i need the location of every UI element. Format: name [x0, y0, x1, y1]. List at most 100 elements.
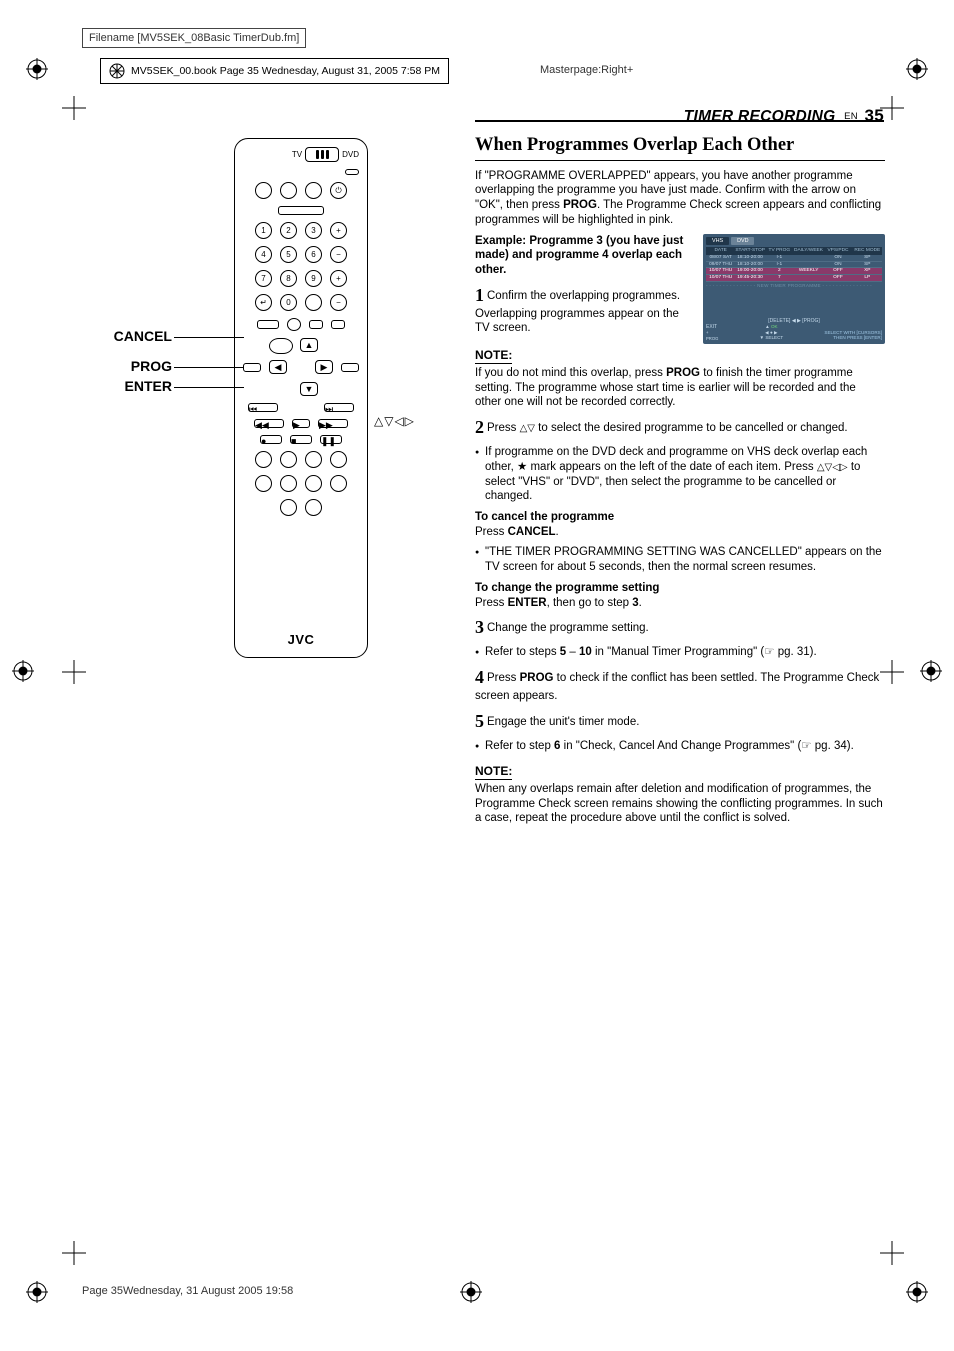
text: mark appears on the left of the date of … [527, 461, 817, 473]
registration-mark [460, 1281, 482, 1303]
dpad: ▲ ▼ ◀ ▶ [269, 338, 333, 396]
remote-button [278, 206, 324, 215]
remote-button [280, 499, 297, 516]
subhead-change: To change the programme setting [475, 581, 885, 596]
remote-button [305, 182, 322, 199]
remote-button [257, 320, 279, 329]
tv-table-head: DATESTART-STOPTV PROGDAILY/WEEKLYVPS/PDC… [706, 247, 882, 255]
remote-button: 1 [255, 222, 272, 239]
tv-select: SELECT [765, 335, 783, 340]
remote-button: 4 [255, 246, 272, 263]
remote-button [305, 451, 322, 468]
crop-mark [62, 96, 86, 120]
remote-button: + [330, 222, 347, 239]
step-5: 5Engage the unit's timer mode. [475, 710, 885, 733]
tv-tabs: VHS DVD [706, 237, 882, 245]
tv-new-prog: - - - - - - - - - - - - - - - NEW TIMER … [706, 283, 882, 289]
book-stamp-text: MV5SEK_00.book Page 35 Wednesday, August… [131, 65, 440, 77]
tv-screenshot: VHS DVD DATESTART-STOPTV PROGDAILY/WEEKL… [703, 234, 885, 344]
text: Confirm the overlapping programmes. Over… [475, 290, 680, 335]
remote-button [255, 475, 272, 492]
remote-button: ▶▶ [318, 419, 348, 428]
remote-button [280, 182, 297, 199]
text: to select the desired programme to be ca… [535, 422, 848, 434]
remote-button [280, 475, 297, 492]
wheel-icon [109, 63, 125, 79]
remote-button: 6 [305, 246, 322, 263]
text: If you do not mind this overlap, press [475, 367, 666, 379]
key-cancel: CANCEL [508, 526, 556, 538]
remote-button: − [330, 294, 347, 311]
key-prog: PROG [563, 199, 597, 211]
registration-mark [26, 58, 48, 80]
step-number: 1 [475, 285, 484, 305]
tv-guide-2: THEN PRESS [ENTER] [824, 335, 882, 341]
step-4: 4Press PROG to check if the conflict has… [475, 666, 885, 704]
step-3-bullet: Refer to steps 5 – 10 in "Manual Timer P… [475, 645, 885, 660]
note-1: If you do not mind this overlap, press P… [475, 366, 885, 410]
registration-mark [906, 1281, 928, 1303]
dpad-down: ▼ [300, 382, 318, 396]
step-5-bullet: Refer to step 6 in "Check, Cancel And Ch… [475, 739, 885, 754]
crop-mark [880, 1241, 904, 1265]
remote-button: 7 [255, 270, 272, 287]
page-number: 35 [864, 106, 884, 125]
dpad-left: ◀ [269, 360, 287, 374]
remote-button: 9 [305, 270, 322, 287]
remote-button: 3 [305, 222, 322, 239]
key-prog: PROG [666, 367, 700, 379]
registration-mark [906, 58, 928, 80]
text: 10 [579, 646, 592, 658]
label-enter: ENTER [88, 378, 172, 394]
remote-button: ⏻ [330, 182, 347, 199]
heading-rule [475, 160, 885, 161]
tv-tab-vhs: VHS [706, 237, 729, 245]
header-underline [475, 120, 884, 122]
note-label: NOTE: [475, 348, 512, 364]
registration-mark [12, 660, 34, 682]
remote-button [280, 451, 297, 468]
tv-dvd-switch [305, 147, 339, 162]
text: . [639, 597, 642, 609]
text: Example: Programme 3 (you have just made… [475, 235, 683, 276]
masterpage-label: Masterpage:Right+ [540, 64, 633, 76]
step-2: 2Press △▽ to select the desired programm… [475, 416, 885, 439]
dpad-center [269, 338, 293, 354]
note-2: When any overlaps remain after deletion … [475, 782, 885, 826]
step-number: 5 [475, 711, 484, 731]
remote-button: − [330, 246, 347, 263]
remote-button: ⏭ [324, 403, 354, 412]
crop-mark [62, 1241, 86, 1265]
text: Press [487, 672, 520, 684]
remote-button [330, 475, 347, 492]
tv-footer: [DELETE] ◀ ▶ [PROG] EXIT +PROG ▲ OK ◀ ● … [706, 318, 882, 341]
remote-button [305, 294, 322, 311]
nav-symbols: △▽ [520, 423, 535, 434]
key-enter: ENTER [508, 597, 547, 609]
remote-button: 8 [280, 270, 297, 287]
cancel-instruction: Press CANCEL. [475, 525, 885, 540]
content-column: When Programmes Overlap Each Other If "P… [475, 134, 885, 832]
cancel-bullet: "THE TIMER PROGRAMMING SETTING WAS CANCE… [475, 545, 885, 574]
intro-paragraph: If "PROGRAMME OVERLAPPED" appears, you h… [475, 169, 885, 228]
step-number: 4 [475, 667, 484, 687]
note-label: NOTE: [475, 764, 512, 780]
step-1: 1Confirm the overlapping programmes. Ove… [475, 284, 693, 336]
remote-button: 2 [280, 222, 297, 239]
label-cancel: CANCEL [88, 328, 172, 344]
key-prog: PROG [520, 672, 554, 684]
remote-button [309, 320, 323, 329]
dvd-label: DVD [342, 150, 359, 159]
section-header: TIMER RECORDING EN 35 [684, 106, 884, 126]
registration-mark [920, 660, 942, 682]
section-title: TIMER RECORDING [684, 108, 836, 125]
step-3: 3Change the programme setting. [475, 616, 885, 639]
step-number: 3 [475, 617, 484, 637]
text: . [556, 526, 559, 538]
remote-button: ▶ [292, 419, 310, 428]
step-2-bullet: If programme on the DVD deck and program… [475, 445, 885, 504]
nav-symbols: △▽◁▷ [374, 414, 415, 428]
star-icon: ★ [517, 461, 527, 473]
text: , then go to step [547, 597, 633, 609]
text: Refer to steps [485, 646, 560, 658]
